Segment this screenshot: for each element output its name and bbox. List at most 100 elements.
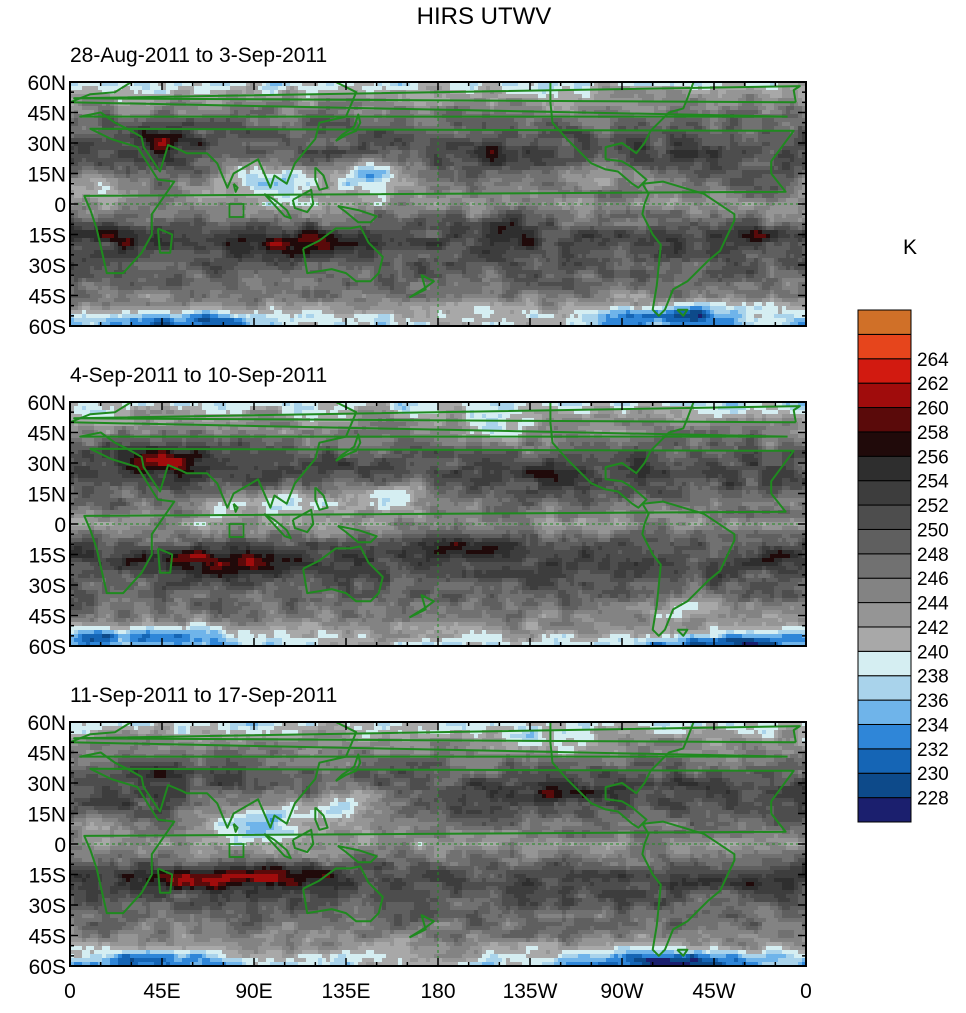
field-cell (454, 154, 459, 159)
field-cell (594, 138, 599, 143)
field-cell (178, 154, 183, 159)
field-cell (530, 138, 535, 143)
field-cell (722, 118, 727, 123)
field-cell (666, 118, 671, 123)
field-cell (202, 106, 207, 111)
field-cell (222, 162, 227, 167)
field-cell (678, 154, 683, 159)
field-cell (674, 162, 679, 167)
field-cell (694, 134, 699, 139)
field-cell (78, 182, 83, 187)
field-cell (714, 154, 719, 159)
field-cell (522, 118, 527, 123)
field-cell (662, 106, 667, 111)
field-cell (590, 106, 595, 111)
field-cell (98, 154, 103, 159)
field-cell (490, 138, 495, 143)
field-cell (74, 86, 79, 91)
field-cell (754, 174, 759, 179)
field-cell (462, 118, 467, 123)
field-cell (470, 186, 475, 191)
field-cell (742, 138, 747, 143)
field-cell (502, 86, 507, 91)
field-cell (94, 178, 99, 183)
field-cell (586, 170, 591, 175)
field-cell (770, 134, 775, 139)
field-cell (150, 106, 155, 111)
field-cell (362, 178, 367, 183)
field-cell (242, 138, 247, 143)
field-cell (438, 174, 443, 179)
field-cell (82, 186, 87, 191)
field-cell (718, 142, 723, 147)
field-cell (714, 138, 719, 143)
field-cell (538, 134, 543, 139)
field-cell (738, 170, 743, 175)
field-cell (194, 178, 199, 183)
field-cell (486, 134, 491, 139)
field-cell (770, 90, 775, 95)
field-cell (542, 174, 547, 179)
field-cell (562, 94, 567, 99)
field-cell (762, 162, 767, 167)
field-cell (194, 122, 199, 127)
field-cell (554, 166, 559, 171)
field-cell (606, 186, 611, 191)
field-cell (722, 186, 727, 191)
field-cell (534, 162, 539, 167)
field-cell (450, 178, 455, 183)
field-cell (562, 178, 567, 183)
field-cell (654, 138, 659, 143)
field-cell (410, 174, 415, 179)
field-cell (618, 186, 623, 191)
field-cell (206, 118, 211, 123)
field-cell (638, 178, 643, 183)
field-cell (658, 162, 663, 167)
field-cell (94, 154, 99, 159)
field-cell (126, 170, 131, 175)
field-cell (410, 94, 415, 99)
field-cell (530, 122, 535, 127)
field-cell (710, 134, 715, 139)
field-cell (210, 130, 215, 135)
field-cell (682, 134, 687, 139)
field-cell (174, 134, 179, 139)
field-cell (646, 146, 651, 151)
field-cell (514, 178, 519, 183)
field-cell (254, 118, 259, 123)
field-cell (306, 134, 311, 139)
field-cell (250, 146, 255, 151)
field-cell (718, 110, 723, 115)
field-cell (422, 110, 427, 115)
field-cell (306, 102, 311, 107)
field-cell (546, 138, 551, 143)
field-cell (558, 166, 563, 171)
field-cell (798, 90, 803, 95)
field-cell (486, 122, 491, 127)
field-cell (338, 158, 343, 163)
field-cell (778, 110, 783, 115)
field-cell (438, 118, 443, 123)
field-cell (98, 162, 103, 167)
field-cell (530, 182, 535, 187)
field-cell (650, 186, 655, 191)
field-cell (566, 174, 571, 179)
field-cell (626, 94, 631, 99)
field-cell (238, 110, 243, 115)
field-cell (594, 94, 599, 99)
field-cell (354, 174, 359, 179)
field-cell (242, 110, 247, 115)
field-cell (102, 122, 107, 127)
field-cell (470, 142, 475, 147)
field-cell (598, 158, 603, 163)
field-cell (498, 154, 503, 159)
field-cell (218, 178, 223, 183)
field-cell (158, 142, 163, 147)
field-cell (182, 182, 187, 187)
field-cell (790, 150, 795, 155)
field-cell (74, 166, 79, 171)
field-cell (510, 182, 515, 187)
field-cell (510, 138, 515, 143)
field-cell (186, 182, 191, 187)
field-cell (650, 118, 655, 123)
